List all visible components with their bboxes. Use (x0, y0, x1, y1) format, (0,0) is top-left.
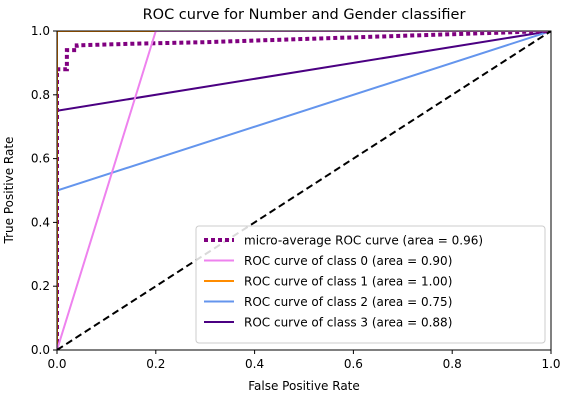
legend-entry-label: micro-average ROC curve (area = 0.96) (244, 234, 483, 248)
roc-class-3-line (57, 31, 551, 350)
micro-average-roc-line (57, 31, 551, 350)
x-tick-label: 0.8 (443, 357, 462, 371)
x-tick-label: 0.4 (245, 357, 264, 371)
x-axis-label: False Positive Rate (248, 379, 360, 393)
x-tick-label: 0.2 (146, 357, 165, 371)
x-tick-label: 0.0 (47, 357, 66, 371)
y-tick-label: 0.0 (31, 343, 50, 357)
x-tick-label: 1.0 (541, 357, 560, 371)
legend-entry-label: ROC curve of class 2 (area = 0.75) (244, 295, 452, 309)
y-axis-label: True Positive Rate (2, 137, 16, 245)
chart-title: ROC curve for Number and Gender classifi… (143, 7, 466, 23)
legend-box (195, 225, 546, 344)
plot-frame (56, 30, 552, 351)
legend-entry-label: ROC curve of class 3 (area = 0.88) (244, 316, 452, 330)
x-tick-label: 0.6 (344, 357, 363, 371)
chance-reference-line (57, 31, 551, 350)
legend: micro-average ROC curve (area = 0.96) ROC… (195, 225, 546, 344)
y-tick-label: 0.8 (31, 88, 50, 102)
y-tick-label: 0.2 (31, 279, 50, 293)
legend-entry-label: ROC curve of class 0 (area = 0.90) (244, 254, 452, 268)
y-tick-label: 0.4 (31, 215, 50, 229)
roc-class-0-line (57, 31, 551, 350)
y-tick-label: 1.0 (31, 24, 50, 38)
axes: 0.0 0.2 0.4 0.6 0.8 1.0 0.0 0.2 0.4 0.6 0.8 1.0 (31, 24, 561, 371)
legend-entry-label: ROC curve of class 1 (area = 1.00) (244, 275, 452, 289)
plot-area (57, 31, 551, 350)
y-tick-label: 0.6 (31, 152, 50, 166)
roc-class-2-line (57, 31, 551, 350)
